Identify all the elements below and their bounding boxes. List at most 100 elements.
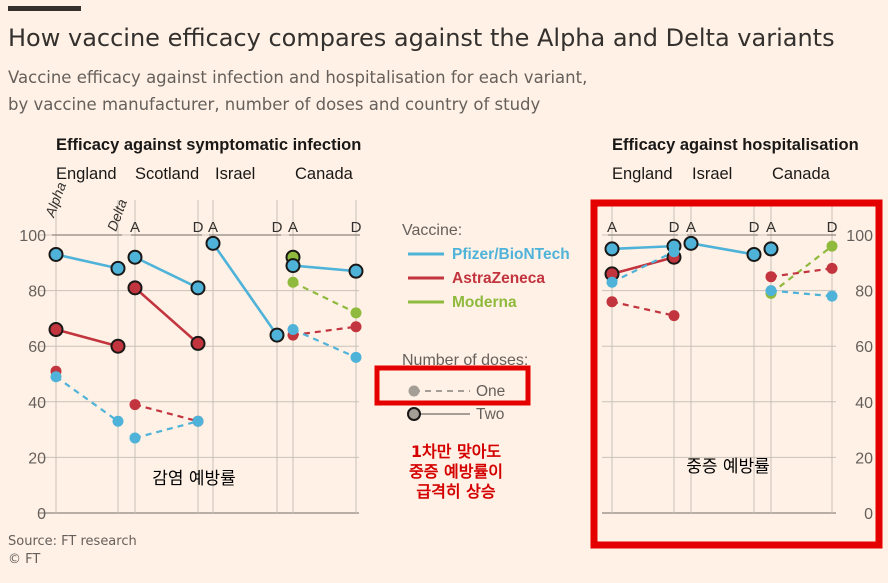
legend-label-one-dose: One [476, 383, 505, 400]
series-line [292, 325, 357, 337]
data-point [350, 351, 362, 363]
data-point [50, 371, 62, 383]
data-point [129, 432, 141, 444]
x-label-delta: D [272, 219, 283, 236]
series-astrazeneca-two-dose [604, 249, 682, 282]
chart-subtitle-line1: Vaccine efficacy against infection and h… [8, 68, 588, 87]
country-label: England [56, 165, 117, 183]
legend-one-dose-marker [408, 385, 420, 397]
country-label: Scotland [135, 165, 199, 183]
series-pfizer-biontech-one-dose [606, 246, 680, 288]
series-pfizer-biontech-two-dose [763, 241, 779, 257]
x-label-alpha: A [288, 219, 298, 236]
data-point [746, 246, 762, 262]
data-point [110, 260, 126, 276]
hospitalisation-highlight-box [590, 199, 883, 549]
y-tick-label: 60 [855, 339, 873, 356]
x-label-delta: D [669, 219, 680, 236]
data-point [765, 285, 777, 297]
data-point [826, 240, 838, 252]
hospitalisation-chart: Efficacy against hospitalisation England A… [604, 136, 859, 513]
series-pfizer-biontech-two-dose [683, 235, 762, 262]
x-label-alpha: A [130, 219, 140, 236]
data-point [192, 415, 204, 427]
data-point [269, 327, 285, 343]
panel-israel: Israel A D [683, 165, 762, 513]
x-label-delta: Delta [104, 197, 130, 233]
series-line [134, 420, 199, 440]
country-label: Canada [295, 165, 354, 183]
data-point [668, 310, 680, 322]
data-point [765, 271, 777, 283]
y-tick-label: 60 [28, 339, 46, 356]
series-line [134, 256, 199, 289]
series-astrazeneca-one-dose [765, 262, 838, 283]
series-line [770, 245, 833, 295]
data-point [763, 241, 779, 257]
series-line [55, 328, 119, 348]
legend-label-two-dose: Two [476, 406, 504, 423]
legend-doses-title: Number of doses: [402, 352, 528, 369]
data-point [285, 258, 301, 274]
panel-canada: Canada A D [285, 165, 364, 513]
data-point [350, 307, 362, 319]
data-point [350, 321, 362, 333]
x-label-alpha: A [686, 219, 696, 236]
group-title: Efficacy against hospitalisation [612, 136, 859, 154]
series-line [611, 244, 675, 251]
country-label: Canada [772, 165, 831, 183]
center-note-line: 급격히 상승 [416, 482, 495, 501]
x-label-delta: D [193, 219, 204, 236]
data-point [190, 280, 206, 296]
data-point [127, 280, 143, 296]
center-note-line: 1차만 맞아도 [411, 442, 502, 461]
series-line [770, 289, 833, 298]
source-note: Source: FT research [8, 534, 137, 549]
series-astrazeneca-two-dose [127, 280, 206, 351]
series-moderna-one-dose [287, 276, 362, 319]
series-astrazeneca-two-dose [48, 322, 126, 354]
country-label: Israel [215, 165, 255, 183]
data-point [604, 241, 620, 257]
x-label-alpha: A [607, 219, 617, 236]
data-point [683, 235, 699, 251]
series-pfizer-biontech-two-dose [205, 235, 285, 343]
data-point [826, 290, 838, 302]
y-tick-label: 80 [855, 284, 873, 301]
legend-label-astrazeneca: AstraZeneca [452, 270, 545, 287]
data-point [205, 235, 221, 251]
data-point [606, 276, 618, 288]
copyright-note: © FT [8, 552, 41, 567]
ft-top-bar [8, 6, 81, 11]
series-pfizer-biontech-one-dose [50, 371, 124, 427]
x-label-delta: D [351, 219, 362, 236]
legend-label-moderna: Moderna [452, 294, 517, 311]
data-point [668, 246, 680, 258]
infection-note: 감염 예방률 [152, 469, 236, 489]
series-line [292, 281, 357, 314]
legend-vaccine-title: Vaccine: [402, 222, 462, 239]
series-astrazeneca-one-dose [606, 296, 680, 322]
data-point [826, 262, 838, 274]
series-line [134, 286, 199, 345]
series-line [611, 250, 675, 284]
series-line [292, 264, 357, 273]
country-label: Israel [692, 165, 732, 183]
panel-scotland: Scotland A D [127, 165, 206, 513]
series-pfizer-biontech-two-dose [48, 246, 126, 276]
center-note-line: 중증 예방률이 [409, 462, 503, 481]
data-point [110, 338, 126, 354]
x-label-alpha: A [766, 219, 776, 236]
legend-label-pfizer: Pfizer/BioNTech [452, 246, 570, 263]
panel-israel: Israel A D [205, 165, 285, 513]
series-line [292, 328, 357, 359]
data-point [48, 246, 64, 262]
y-tick-label: 80 [28, 284, 46, 301]
x-label-delta: D [827, 219, 838, 236]
legend-two-dose-marker [407, 407, 421, 421]
y-tick-label: 20 [855, 450, 873, 467]
y-tick-label: 0 [864, 506, 873, 523]
y-tick-label: 100 [19, 228, 46, 245]
